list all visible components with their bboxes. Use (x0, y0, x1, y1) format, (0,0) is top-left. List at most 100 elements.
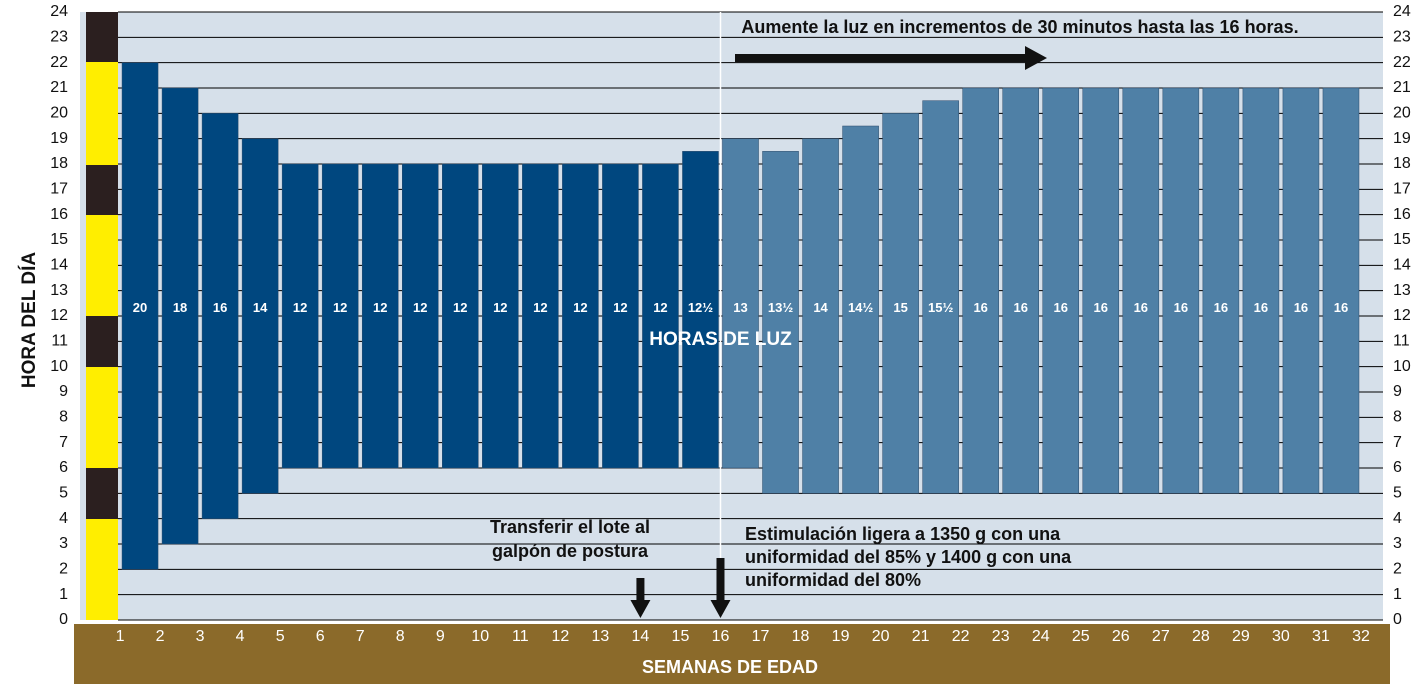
y-tick-label-right: 18 (1393, 155, 1411, 172)
bar-label: 16 (1054, 300, 1068, 315)
bar (642, 163, 679, 469)
y-tick-label: 21 (50, 79, 68, 96)
bar (1122, 87, 1160, 494)
y-tick-label: 16 (50, 206, 68, 223)
x-tick-label: 12 (551, 628, 569, 645)
bar-label: 12 (453, 300, 467, 315)
bar-label: 16 (1254, 300, 1268, 315)
bar (1282, 87, 1320, 494)
bar (1002, 87, 1039, 494)
y-tick-label: 19 (50, 130, 68, 147)
bar-label: 12 (413, 300, 427, 315)
x-tick-label: 1 (116, 628, 125, 645)
bar (722, 138, 759, 469)
y-tick-label-right: 20 (1393, 105, 1411, 122)
y-tick-label: 3 (59, 535, 68, 552)
bar-label: 16 (1214, 300, 1228, 315)
y-tick-label: 1 (59, 586, 68, 603)
bar-label: 15 (893, 300, 907, 315)
bar (682, 151, 719, 469)
x-tick-label: 3 (196, 628, 205, 645)
bar-label: 16 (1013, 300, 1027, 315)
annotation: Aumente la luz en incrementos de 30 minu… (741, 17, 1298, 37)
x-tick-label: 31 (1312, 628, 1330, 645)
y-tick-label: 17 (50, 181, 68, 198)
x-tick-label: 13 (592, 628, 610, 645)
bar-label: 12 (333, 300, 347, 315)
bar (401, 163, 439, 469)
x-tick-label: 18 (792, 628, 810, 645)
bar-label: 16 (1094, 300, 1108, 315)
x-tick-label: 10 (471, 628, 489, 645)
annotation: uniformidad del 85% y 1400 g con una (745, 547, 1072, 567)
bar (1082, 87, 1120, 494)
x-tick-label: 9 (436, 628, 445, 645)
bar-label: 16 (213, 300, 227, 315)
y-tick-label: 15 (50, 231, 68, 248)
x-tick-label: 27 (1152, 628, 1170, 645)
bar (241, 138, 279, 494)
arrow (735, 46, 1047, 70)
y-tick-label: 13 (50, 282, 68, 299)
bar-label: 16 (1174, 300, 1188, 315)
bar (361, 163, 399, 469)
bar-label: 12½ (688, 300, 713, 315)
y-tick-label: 11 (51, 333, 68, 350)
x-tick-label: 14 (632, 628, 650, 645)
x-tick-label: 21 (912, 628, 930, 645)
x-tick-label: 8 (396, 628, 405, 645)
x-tick-label: 23 (992, 628, 1010, 645)
y-tick-label: 5 (59, 485, 68, 502)
y-tick-label-right: 7 (1393, 434, 1402, 451)
annotation: Transferir el lote al (490, 517, 650, 537)
x-tick-label: 2 (156, 628, 165, 645)
bar-label: 16 (973, 300, 987, 315)
y-tick-label-right: 24 (1393, 3, 1411, 20)
y-tick-label: 10 (50, 358, 68, 375)
bar (962, 87, 999, 494)
bar-label: 15½ (928, 300, 953, 315)
y-axis-label: HORA DEL DÍA (18, 252, 40, 388)
bar (1202, 87, 1240, 494)
bar-label: 13½ (768, 300, 793, 315)
y-tick-label-right: 15 (1393, 231, 1411, 248)
y-tick-label: 23 (50, 29, 68, 46)
x-tick-label: 16 (712, 628, 730, 645)
y-tick-label: 12 (50, 307, 68, 324)
bar-label: 16 (1134, 300, 1148, 315)
y-tick-label-right: 5 (1393, 485, 1402, 502)
bar-label: 12 (493, 300, 507, 315)
y-tick-label-right: 12 (1393, 307, 1411, 324)
y-tick-label: 14 (50, 257, 68, 274)
bar-label: 13 (733, 300, 747, 315)
y-tick-label-right: 14 (1393, 257, 1411, 274)
y-tick-label-right: 10 (1393, 358, 1411, 375)
bar (882, 113, 919, 494)
bar (602, 163, 639, 469)
annotation: uniformidad del 80% (745, 570, 921, 590)
x-tick-label: 20 (872, 628, 890, 645)
bar-label: 12 (373, 300, 387, 315)
x-tick-label: 22 (952, 628, 970, 645)
y-tick-label: 9 (59, 383, 68, 400)
y-tick-label-right: 3 (1393, 535, 1402, 552)
x-tick-label: 4 (236, 628, 245, 645)
x-tick-label: 7 (356, 628, 365, 645)
y-tick-label-right: 23 (1393, 29, 1411, 46)
bar (522, 163, 559, 469)
bar-label: 12 (533, 300, 547, 315)
night-blocks (86, 12, 118, 519)
annotation: Estimulación ligera a 1350 g con una (745, 524, 1061, 544)
bar-label: 12 (293, 300, 307, 315)
bar (442, 163, 479, 469)
bar (762, 151, 799, 494)
bar (1042, 87, 1080, 494)
y-tick-label-right: 1 (1393, 586, 1402, 603)
y-tick-label: 18 (50, 155, 68, 172)
bar-label: 16 (1294, 300, 1308, 315)
annotation: galpón de postura (492, 541, 649, 561)
bar-label: 18 (173, 300, 187, 315)
bar-label: 20 (133, 300, 147, 315)
y-tick-label-right: 4 (1393, 510, 1402, 527)
